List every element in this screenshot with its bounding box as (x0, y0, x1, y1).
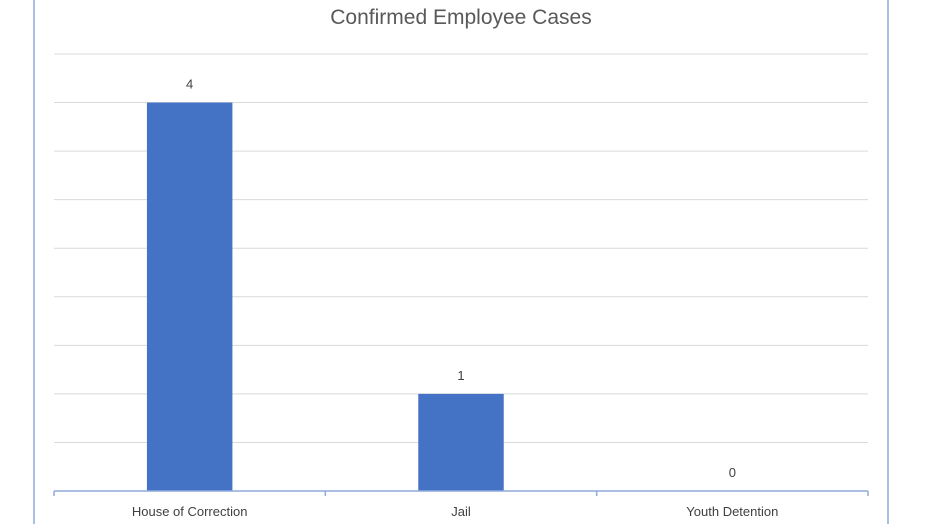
bar (418, 393, 504, 491)
category-labels: House of Correction Jail Youth Detention (132, 504, 779, 519)
category-label: Youth Detention (686, 504, 778, 519)
x-axis (53, 490, 869, 496)
chart-title: Confirmed Employee Cases (330, 6, 591, 29)
data-label: 4 (186, 77, 193, 92)
data-labels: 4 1 0 (186, 77, 736, 480)
category-label: Jail (451, 504, 471, 519)
data-label: 1 (457, 368, 464, 383)
category-label: House of Correction (132, 504, 248, 519)
data-label: 0 (729, 465, 736, 480)
bar (146, 102, 233, 492)
bars (146, 102, 504, 492)
